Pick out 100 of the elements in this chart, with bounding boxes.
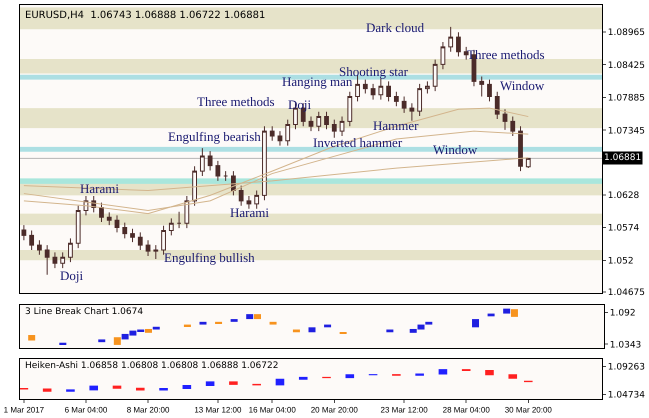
candlestick	[510, 116, 516, 136]
candlestick	[438, 368, 448, 375]
candlestick	[130, 228, 135, 243]
bar	[254, 314, 261, 320]
x-tick-label: 6 Mar 04:00	[64, 406, 108, 415]
annotation: Engulfing bearish	[168, 129, 262, 144]
chart-title: Heiken-Ashi 1.06858 1.06808 1.06808 1.06888 1.06722	[25, 361, 278, 371]
candlestick	[21, 224, 26, 241]
bar	[488, 314, 495, 316]
candlestick	[99, 202, 104, 223]
candlestick	[308, 116, 314, 132]
bar	[230, 319, 238, 322]
candlestick	[392, 374, 401, 376]
candlestick	[415, 373, 424, 376]
candlestick	[42, 388, 52, 392]
candlestick	[136, 387, 145, 391]
bar	[510, 309, 518, 317]
x-tick-label: 28 Mar 04:00	[442, 406, 490, 415]
bar	[144, 328, 152, 333]
bar	[324, 324, 332, 328]
candlestick	[378, 78, 384, 100]
y-tick-label: 1.04734	[608, 390, 646, 401]
candlestick	[487, 79, 492, 102]
candlestick	[122, 222, 128, 239]
candlestick	[270, 126, 275, 142]
bar	[114, 337, 121, 345]
x-tick-label: 8 Mar 20:00	[126, 406, 170, 415]
candlestick	[89, 385, 98, 391]
candlestick	[208, 150, 213, 172]
candlestick	[106, 212, 112, 226]
bar	[386, 330, 394, 332]
candlestick	[112, 386, 122, 390]
bar	[503, 308, 510, 314]
candlestick	[215, 160, 220, 182]
y-tick-label: 1.0343	[610, 340, 642, 350]
annotation: Three methods	[197, 94, 275, 109]
annotation: Harami	[80, 181, 120, 196]
bar	[292, 330, 300, 332]
bar	[28, 335, 36, 341]
candlestick	[68, 238, 73, 263]
candlestick	[278, 130, 282, 146]
candlestick	[168, 218, 174, 236]
candlestick	[254, 190, 260, 210]
candlestick	[485, 370, 494, 376]
y-tick-label: 1.07885	[608, 94, 646, 104]
bar	[98, 339, 106, 342]
ref-line-label: 1.06881	[604, 153, 642, 163]
x-tick-label: 20 Mar 20:00	[310, 406, 358, 415]
candlestick	[192, 166, 197, 206]
y-tick-label: 1.07345	[608, 126, 646, 136]
annotation: Shooting star	[339, 64, 409, 79]
candlestick	[285, 119, 290, 146]
candlestick	[386, 80, 391, 102]
candlestick	[176, 211, 182, 229]
candlestick	[425, 80, 430, 94]
candlestick	[456, 32, 461, 58]
bar	[472, 319, 480, 328]
candlestick	[362, 79, 368, 94]
annotation: Dark cloud	[366, 20, 425, 35]
y-tick-label: 1.0628	[608, 190, 640, 201]
candlestick	[324, 111, 329, 130]
candlestick	[153, 244, 158, 260]
y-tick-label: 1.04675	[608, 288, 646, 298]
candlestick	[138, 232, 143, 250]
candlestick	[52, 252, 58, 269]
candlestick	[262, 126, 267, 201]
candlestick	[440, 41, 446, 70]
candlestick	[518, 126, 523, 172]
bar	[308, 327, 316, 332]
candlestick	[60, 252, 66, 269]
candlestick	[316, 111, 322, 132]
candlestick	[347, 91, 352, 127]
candlestick	[276, 378, 284, 386]
candlestick	[246, 195, 252, 210]
y-tick-label: 1.08965	[608, 28, 646, 38]
candlestick	[479, 76, 484, 98]
candlestick	[161, 225, 166, 256]
annotation: Window	[433, 142, 478, 157]
y-tick-label: 1.08425	[608, 60, 646, 71]
annotation: Doji	[60, 268, 84, 283]
candlestick	[494, 91, 500, 120]
x-tick-label: 13 Mar 12:00	[194, 406, 242, 415]
x-tick-label: 30 Mar 20:00	[504, 406, 552, 415]
candlestick	[29, 230, 34, 250]
candlestick	[502, 108, 508, 130]
candlestick	[37, 240, 42, 256]
candlestick	[332, 119, 337, 138]
candlestick	[432, 59, 438, 92]
annotation: Harami	[230, 205, 270, 220]
candlestick	[508, 374, 518, 380]
y-tick-label: 1.052	[608, 256, 634, 266]
candlestick	[417, 83, 422, 116]
candlestick	[238, 185, 244, 206]
annotation: Doji	[288, 97, 312, 112]
bar	[152, 326, 160, 330]
annotation: Hammer	[373, 118, 420, 133]
x-tick-label: 16 Mar 04:00	[248, 406, 296, 415]
text: EURUSD,H4 1.06743 1.06888 1.06722 1.06881	[25, 10, 266, 21]
annotation: Engulfing bullish	[164, 250, 256, 265]
candlestick	[462, 368, 470, 372]
